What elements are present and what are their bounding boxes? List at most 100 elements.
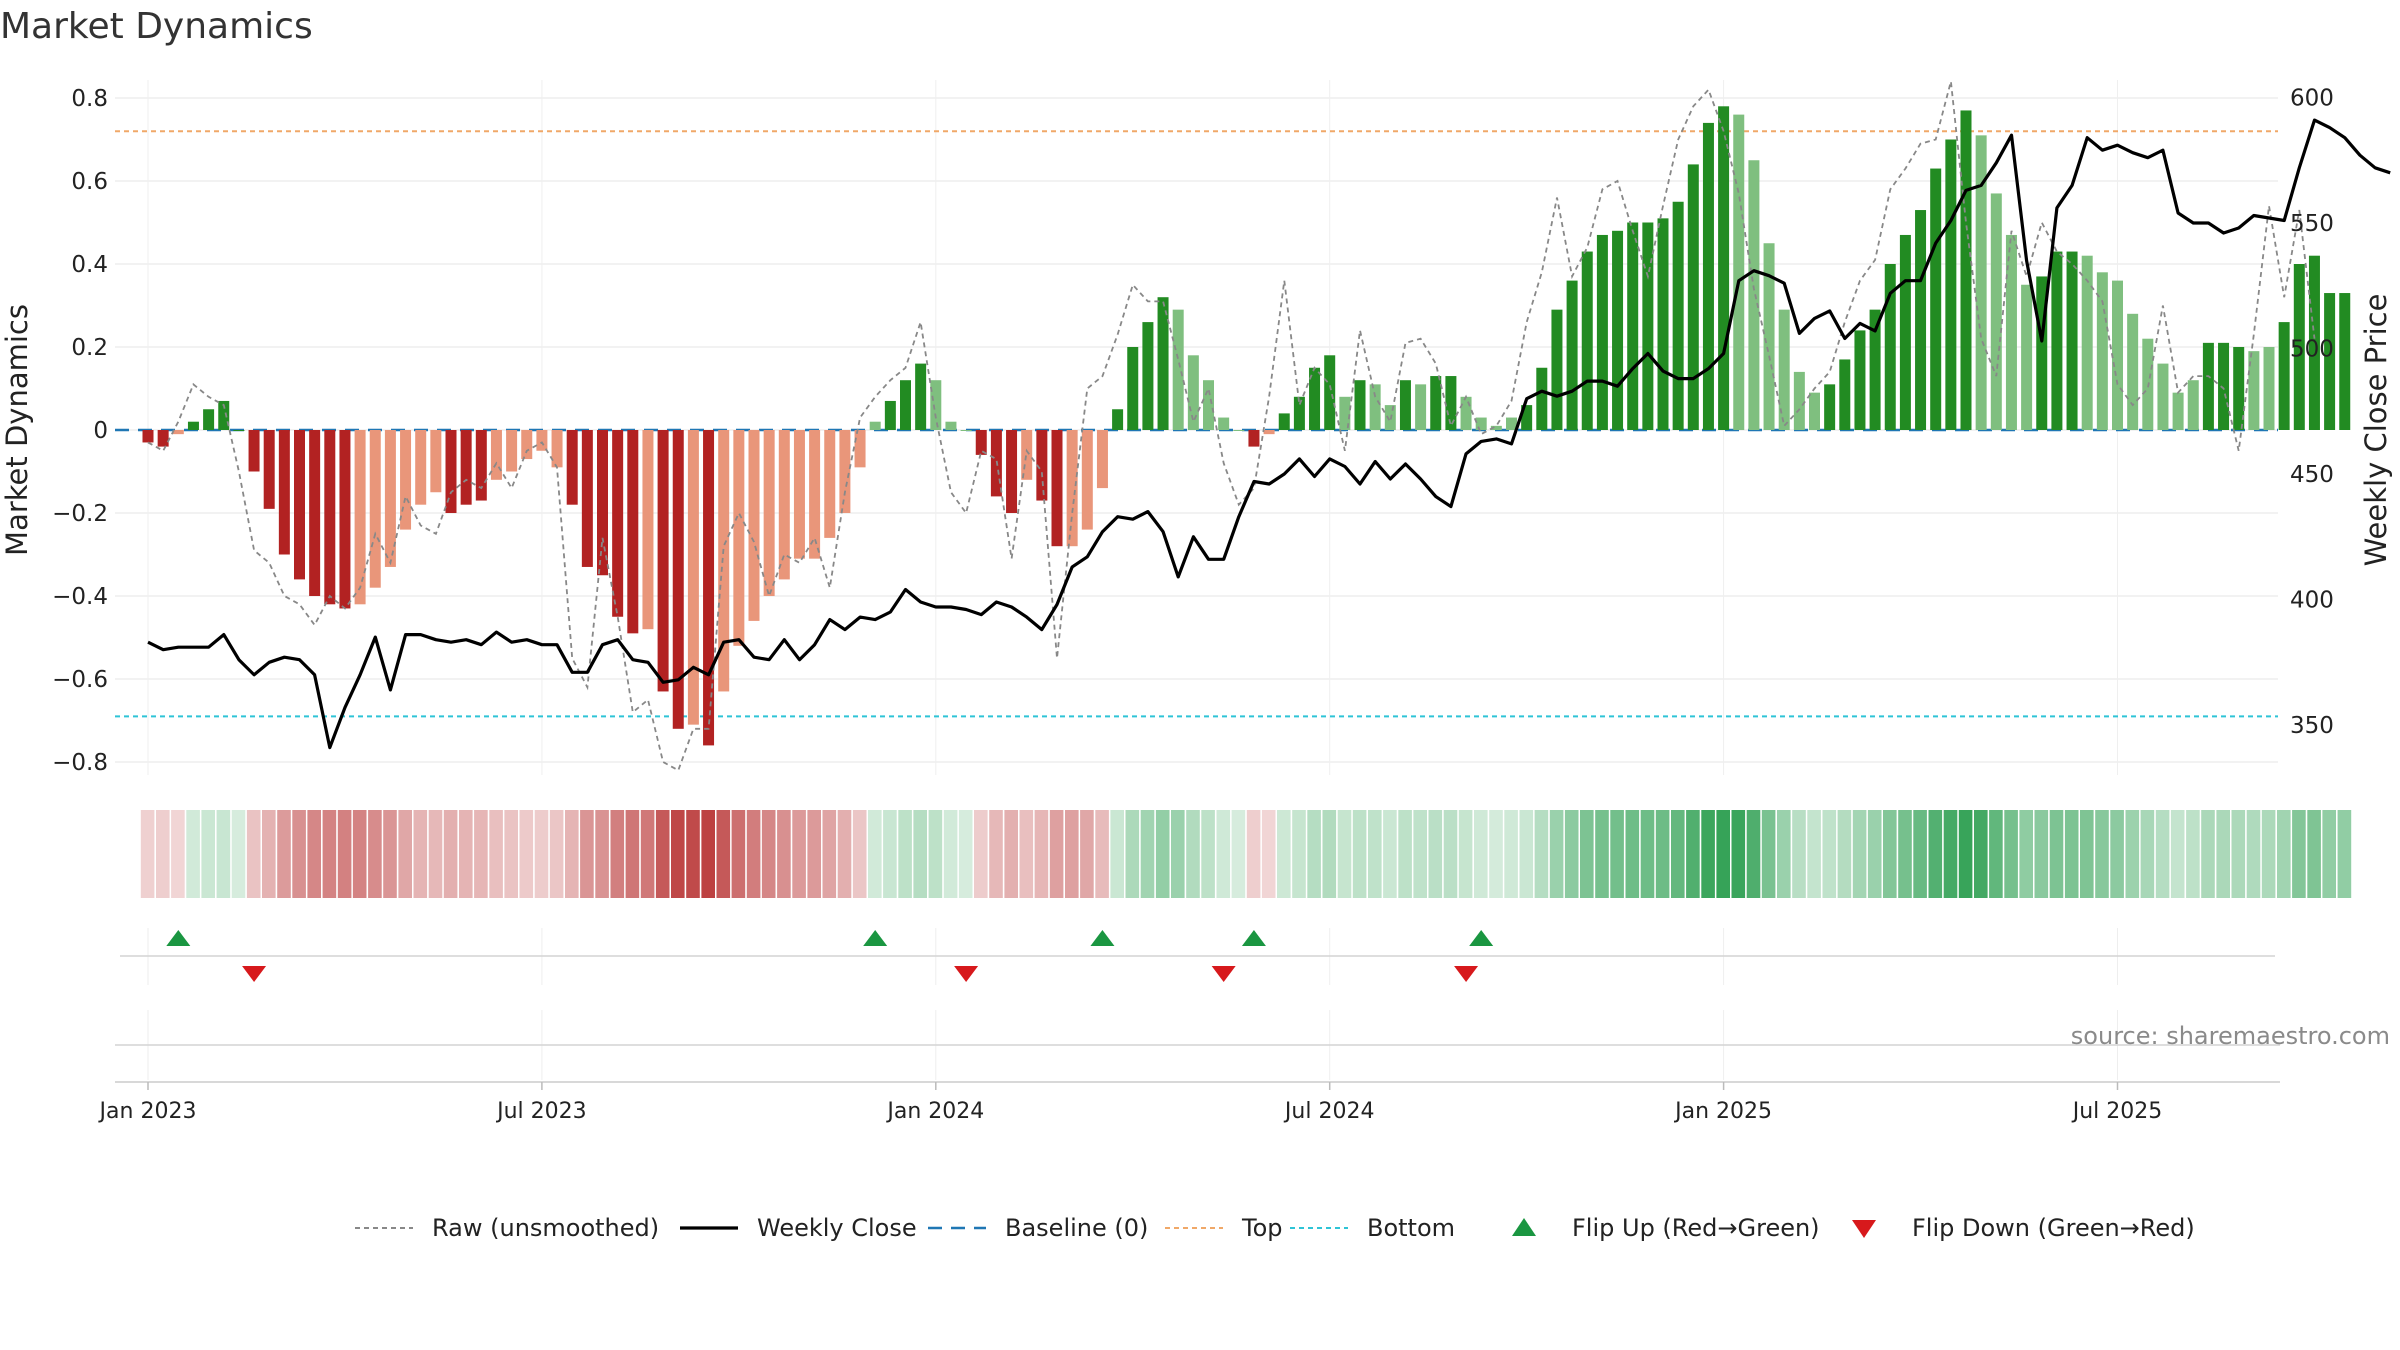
bar (960, 430, 972, 431)
heat-cell (974, 810, 988, 898)
bar (1945, 139, 1957, 430)
bar (1915, 210, 1927, 430)
x-tick-label: Jul 2024 (1283, 1099, 1375, 1124)
bar (2339, 293, 2351, 430)
heat-cell (595, 810, 609, 898)
heat-cell (2277, 810, 2291, 898)
heat-cell (292, 810, 306, 898)
heat-cell (1610, 810, 1624, 898)
y-tick-label: −0.4 (52, 584, 108, 610)
bar (1324, 355, 1336, 430)
bar (1718, 106, 1730, 431)
bar (809, 430, 821, 559)
heat-cell (1443, 810, 1458, 898)
bar (2248, 351, 2260, 430)
bar (2172, 392, 2184, 430)
y-tick-label: 0.4 (71, 252, 108, 278)
heat-cell (443, 810, 458, 898)
heat-cell (1261, 810, 1276, 898)
heat-cell (2155, 810, 2170, 898)
heat-cell (459, 810, 473, 898)
heat-cell (655, 810, 670, 898)
bar (1854, 330, 1866, 430)
heat-cell (1777, 810, 1791, 898)
bar (900, 380, 911, 430)
bar (1960, 110, 1972, 430)
bar (975, 430, 987, 455)
heat-cell (807, 810, 821, 898)
bar (1596, 234, 1608, 430)
bar (415, 430, 427, 505)
bar (1642, 222, 1654, 430)
heat-cell (792, 810, 806, 898)
bar (400, 430, 412, 530)
heat-cell (746, 810, 761, 898)
heat-cell (534, 810, 549, 898)
heat-cell (1913, 810, 1927, 898)
bar (1612, 230, 1624, 430)
y2-tick-label: 350 (2290, 713, 2334, 739)
heat-cell (1352, 810, 1367, 898)
flip-up-marker (1241, 930, 1266, 946)
bar (1475, 417, 1487, 430)
bar (1218, 417, 1230, 430)
bar (2081, 255, 2093, 430)
bar (490, 430, 502, 480)
heat-cell (852, 810, 867, 898)
flip-markers (120, 928, 2275, 985)
bar (142, 430, 154, 443)
heat-cell (1428, 810, 1443, 898)
heat-cell (2110, 810, 2124, 898)
bar (1142, 322, 1154, 430)
heat-cell (1686, 810, 1700, 898)
y-tick-label: 0.6 (71, 169, 108, 195)
bar (339, 430, 351, 609)
heat-cell (1837, 810, 1852, 898)
heat-cell (262, 810, 276, 898)
bar (884, 400, 896, 430)
bar (1702, 122, 1714, 431)
bar (187, 421, 199, 430)
flip-down-marker (242, 966, 267, 982)
heat-cell (1958, 810, 1973, 898)
bar (460, 430, 472, 505)
heat-cell (1065, 810, 1079, 898)
bar (2263, 347, 2275, 430)
bar (2233, 347, 2245, 430)
heat-cell (246, 810, 261, 898)
legend-label: Bottom (1367, 1214, 1455, 1242)
heat-cell (398, 810, 412, 898)
bar (233, 430, 245, 431)
bar (657, 430, 669, 692)
heat-cell (1307, 810, 1321, 898)
x-tick-label: Jul 2025 (2071, 1099, 2163, 1124)
bar (839, 430, 851, 513)
heat-cell (2064, 810, 2079, 898)
bar (2036, 276, 2048, 430)
heat-cell (1292, 810, 1306, 898)
heat-cell (1974, 810, 1988, 898)
heat-cell (822, 810, 837, 898)
flip-up-marker (863, 930, 888, 946)
y2-tick-label: 600 (2290, 86, 2334, 112)
bar (1081, 430, 1093, 530)
heat-cell (928, 810, 943, 898)
flip-up-marker (166, 930, 191, 946)
y-tick-label: −0.2 (52, 501, 108, 527)
heat-cell (368, 810, 382, 898)
heat-cell (1474, 810, 1488, 898)
heat-cell (2080, 810, 2094, 898)
bar (1869, 309, 1881, 430)
legend-label: Flip Down (Green→Red) (1912, 1214, 2195, 1242)
heat-cell (2125, 810, 2140, 898)
bar (1066, 430, 1078, 547)
heat-cell (1398, 810, 1412, 898)
heat-cell (883, 810, 897, 898)
heat-cell (2186, 810, 2200, 898)
heat-cell (761, 810, 776, 898)
heat-cell (337, 810, 352, 898)
heat-cell (1095, 810, 1109, 898)
y-tick-label: −0.8 (52, 750, 108, 776)
bar (763, 430, 775, 596)
heat-cell (913, 810, 927, 898)
